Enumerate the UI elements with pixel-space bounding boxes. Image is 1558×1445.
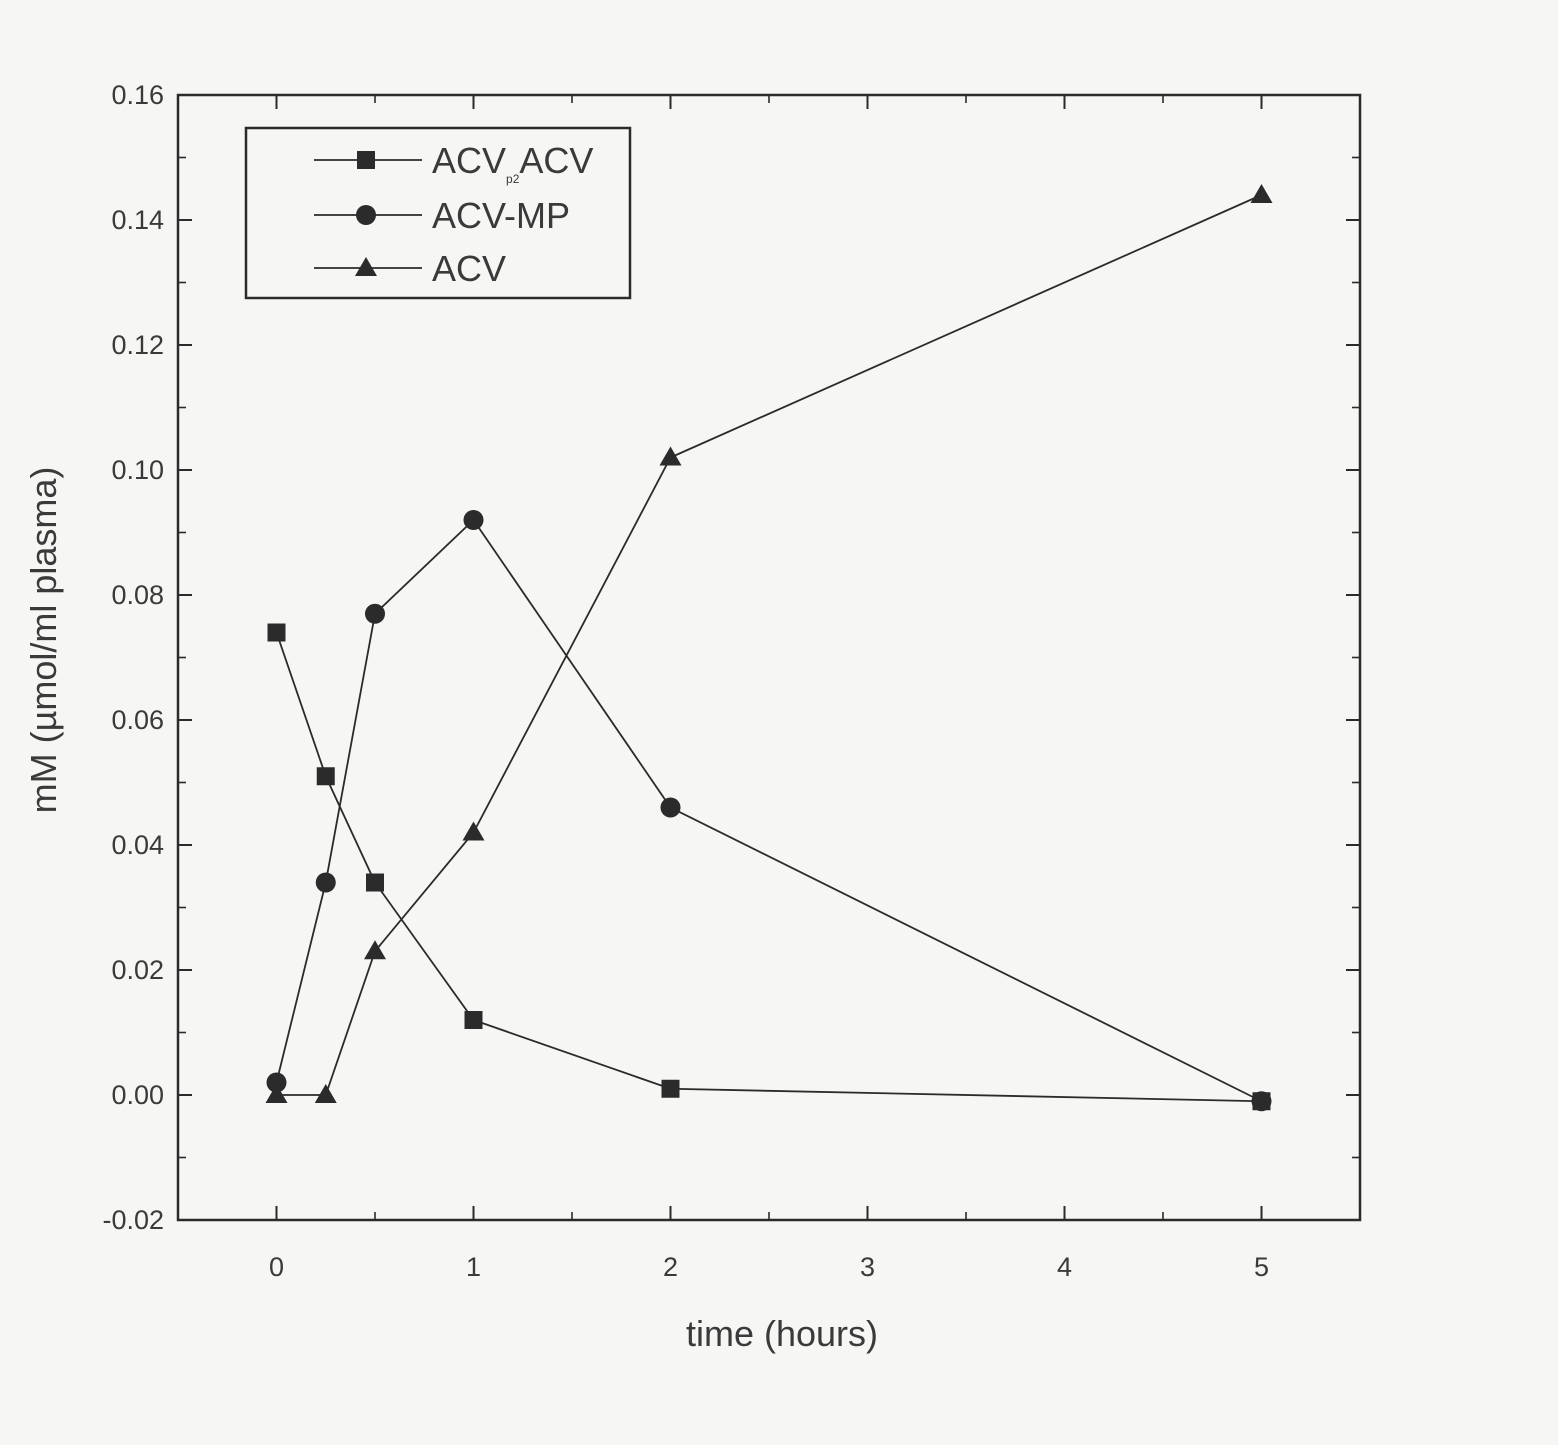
- series-1: [267, 623, 1271, 1111]
- y-tick-label: 0.08: [111, 580, 164, 610]
- series-line: [275, 632, 1262, 1103]
- y-tick-label: 0.02: [111, 955, 164, 985]
- legend-label: ACV-MP: [432, 195, 570, 236]
- y-tick-label: 0.14: [111, 205, 164, 235]
- data-point: [660, 797, 681, 818]
- y-tick-label: 0.12: [111, 330, 164, 360]
- x-axis: 0 1 2 3 4 5: [177, 95, 1361, 1282]
- data-point: [316, 767, 335, 786]
- plot-frame: [176, 93, 1362, 1222]
- legend-marker: [357, 151, 375, 169]
- y-axis: -0.02 0.00 0.02 0.04 0.06 0.08 0.10 0.12 0.14 0.1…: [102, 80, 1360, 1235]
- data-point: [661, 1079, 680, 1098]
- x-tick-label: 0: [269, 1252, 284, 1282]
- data-point: [267, 623, 286, 642]
- series-line: [276, 194, 1262, 1096]
- data-point: [364, 940, 386, 960]
- y-tick-label: 0.00: [111, 1080, 164, 1110]
- data-point: [464, 1011, 483, 1029]
- x-tick-label: 1: [466, 1252, 481, 1282]
- data-point: [314, 1084, 337, 1103]
- y-tick-label: 0.16: [111, 80, 164, 110]
- y-tick-label: 0.10: [111, 455, 164, 485]
- data-point: [1250, 184, 1273, 203]
- series-2: [266, 510, 1272, 1112]
- y-tick-label: 0.06: [111, 705, 164, 735]
- legend-label: ACV: [432, 248, 506, 289]
- legend-box: [244, 126, 632, 300]
- x-axis-title: time (hours): [686, 1313, 878, 1354]
- legend: ACVp2ACV ACV-MP ACV: [244, 126, 632, 300]
- series-line: [275, 518, 1262, 1103]
- data-point: [366, 873, 384, 892]
- y-axis-title: mM (µmol/ml plasma): [23, 467, 64, 814]
- series-layer: [265, 184, 1273, 1112]
- data-point: [1251, 1091, 1272, 1112]
- data-point: [265, 1084, 288, 1103]
- data-point: [462, 821, 485, 841]
- legend-marker: [356, 205, 376, 225]
- legend-label: ACVp2ACV: [432, 140, 593, 186]
- data-point: [266, 1072, 287, 1093]
- data-point: [315, 872, 336, 893]
- series-3: [265, 184, 1273, 1103]
- y-tick-label: -0.02: [102, 1205, 164, 1235]
- x-tick-label: 2: [663, 1252, 678, 1282]
- data-point: [365, 603, 385, 624]
- data-point: [659, 446, 682, 466]
- data-point: [463, 510, 484, 530]
- x-tick-label: 4: [1057, 1252, 1072, 1282]
- legend-marker: [355, 257, 377, 276]
- y-tick-label: 0.04: [111, 830, 164, 860]
- x-tick-label: 5: [1254, 1252, 1269, 1282]
- x-tick-label: 3: [860, 1252, 875, 1282]
